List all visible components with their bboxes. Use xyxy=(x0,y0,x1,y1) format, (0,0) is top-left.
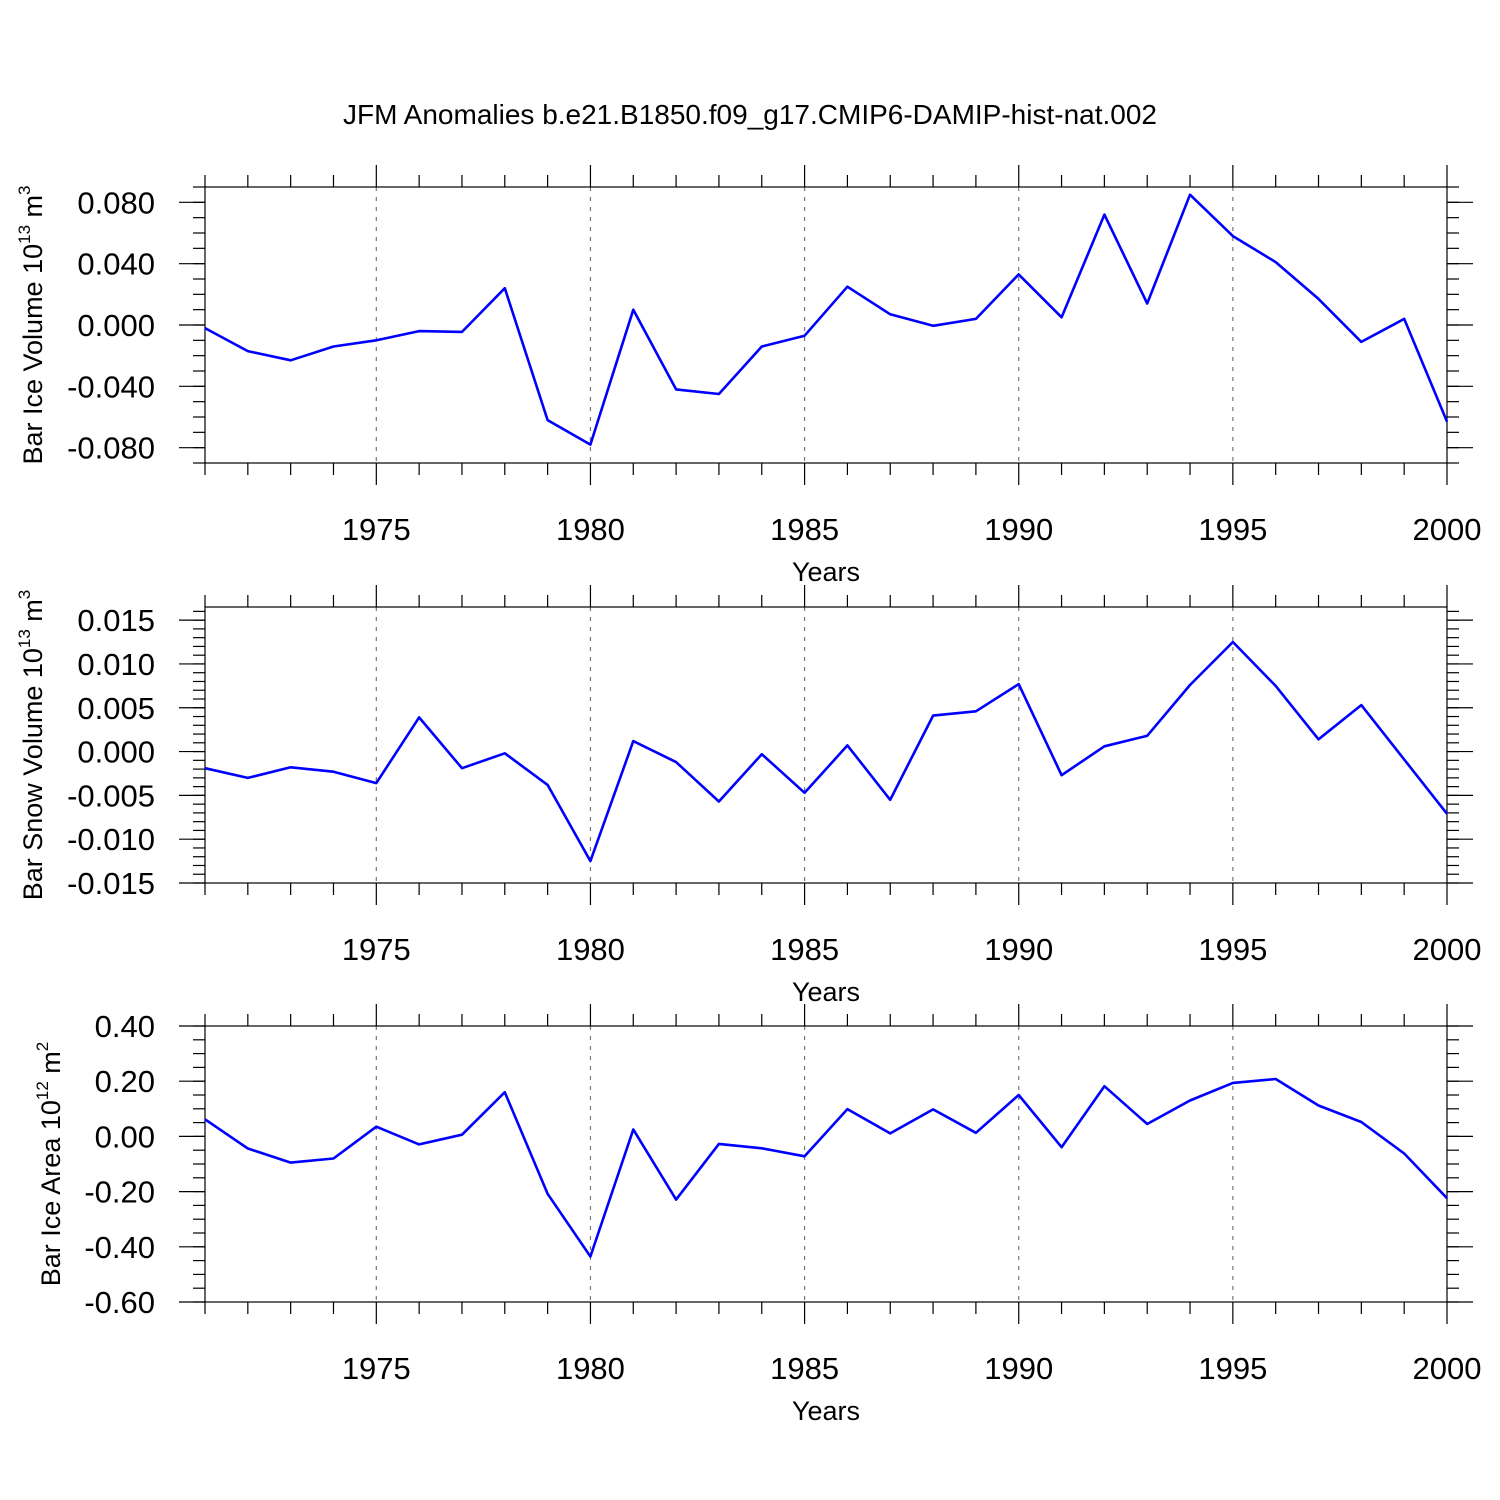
x-tick-label: 1995 xyxy=(1198,1351,1267,1386)
y-tick-label: -0.20 xyxy=(84,1175,155,1210)
y-tick-label: 0.005 xyxy=(77,691,155,726)
y-tick-label: 0.20 xyxy=(95,1064,155,1099)
x-tick-label: 1975 xyxy=(342,932,411,967)
plot-frame xyxy=(204,186,1448,464)
y-tick-label: -0.010 xyxy=(67,822,155,857)
x-tick-label: 1985 xyxy=(770,932,839,967)
y-tick-label: 0.080 xyxy=(77,185,155,220)
x-tick-label: 2000 xyxy=(1413,932,1482,967)
series-line xyxy=(204,1077,1448,1258)
y-tick-label: -0.080 xyxy=(67,431,155,466)
y-tick-label: -0.040 xyxy=(67,369,155,404)
x-tick-label: 1995 xyxy=(1198,932,1267,967)
y-axis-title-superscript: 13 xyxy=(15,629,34,648)
y-axis-title-part: m xyxy=(18,195,48,225)
y-axis-title-superscript: 12 xyxy=(33,1081,52,1100)
plot-frame xyxy=(204,1025,1448,1303)
x-tick-label: 2000 xyxy=(1413,1351,1482,1386)
x-tick-label: 1975 xyxy=(342,512,411,547)
y-tick-label: 0.000 xyxy=(77,308,155,343)
y-axis-title-superscript: 2 xyxy=(33,1042,52,1051)
y-axis-title-part: m xyxy=(18,599,48,629)
x-tick-label: 1980 xyxy=(556,1351,625,1386)
x-tick-label: 1995 xyxy=(1198,512,1267,547)
y-tick-label: 0.00 xyxy=(95,1119,155,1154)
x-tick-label: 1985 xyxy=(770,1351,839,1386)
y-axis-title-superscript: 3 xyxy=(15,590,34,599)
y-tick-label: -0.40 xyxy=(84,1230,155,1265)
y-axis-title-part: Bar Ice Area 10 xyxy=(36,1100,66,1286)
y-axis-title: Bar Ice Volume 1013 m3 xyxy=(15,185,48,464)
x-tick-label: 1975 xyxy=(342,1351,411,1386)
y-axis-title-superscript: 13 xyxy=(15,225,34,244)
y-tick-label: -0.015 xyxy=(67,866,155,901)
series-line xyxy=(204,193,1449,446)
y-tick-label: 0.40 xyxy=(95,1009,155,1044)
x-tick-label: 1980 xyxy=(556,512,625,547)
y-tick-label: 0.000 xyxy=(77,735,155,770)
y-tick-label: -0.005 xyxy=(67,778,155,813)
y-tick-label: 0.015 xyxy=(77,603,155,638)
y-axis-title-part: Bar Snow Volume 10 xyxy=(18,648,48,900)
x-axis-title: Years xyxy=(792,1396,860,1426)
panels-group: -0.080 -0.040 0.000 0.040 0.080 1975 1980 1985 1… xyxy=(15,165,1481,1426)
x-tick-label: 2000 xyxy=(1413,512,1482,547)
chart-panel-2: -0.015 -0.010 -0.005 0.000 0.005 0.010 0.015 19… xyxy=(15,585,1481,1007)
y-axis-title-part: m xyxy=(36,1051,66,1081)
x-tick-label: 1980 xyxy=(556,932,625,967)
x-tick-label: 1985 xyxy=(770,512,839,547)
y-tick-label: 0.010 xyxy=(77,647,155,682)
y-axis-title-superscript: 3 xyxy=(15,185,34,194)
chart-panel-1: -0.080 -0.040 0.000 0.040 0.080 1975 1980 1985 1… xyxy=(15,165,1481,587)
chart-title: JFM Anomalies b.e21.B1850.f09_g17.CMIP6-… xyxy=(343,99,1157,130)
x-tick-label: 1990 xyxy=(984,932,1053,967)
x-tick-label: 1990 xyxy=(984,512,1053,547)
y-axis-title: Bar Snow Volume 1013 m3 xyxy=(15,590,48,901)
series-line xyxy=(204,640,1449,863)
y-tick-label: 0.040 xyxy=(77,247,155,282)
chart-panel-3: -0.60 -0.40 -0.20 0.00 0.20 0.40 1975 1980 1985 1… xyxy=(33,1004,1481,1426)
plot-frame xyxy=(204,606,1448,884)
x-tick-label: 1990 xyxy=(984,1351,1053,1386)
y-tick-label: -0.60 xyxy=(84,1285,155,1320)
y-axis-title-part: Bar Ice Volume 10 xyxy=(18,244,48,465)
x-axis-title: Years xyxy=(792,977,860,1007)
x-axis-title: Years xyxy=(792,557,860,587)
y-axis-title: Bar Ice Area 1012 m2 xyxy=(33,1042,66,1287)
